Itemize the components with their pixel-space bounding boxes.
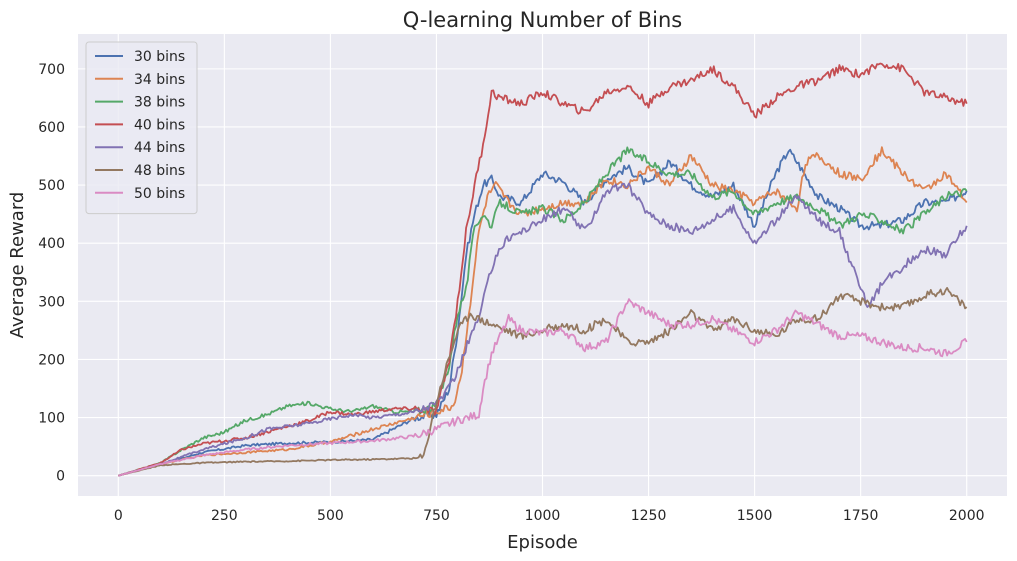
x-tick-label: 750 <box>423 508 450 524</box>
x-tick-label: 1500 <box>737 508 773 524</box>
y-tick-label: 200 <box>38 352 65 368</box>
y-tick-label: 100 <box>38 411 65 427</box>
series-line-34-bins <box>118 146 968 477</box>
legend-label: 44 bins <box>134 140 185 156</box>
series-line-38-bins <box>118 146 968 477</box>
x-tick-label: 1750 <box>843 508 879 524</box>
legend-label: 50 bins <box>134 186 185 202</box>
x-tick-label: 1250 <box>631 508 667 524</box>
series-lines <box>118 62 968 477</box>
y-axis-ticks: 0 100 200 300 400 500 600 700 <box>38 62 65 485</box>
series-line-30-bins <box>118 148 968 477</box>
x-tick-label: 250 <box>211 508 238 524</box>
y-tick-label: 400 <box>38 236 65 252</box>
y-axis-title: Average Reward <box>7 192 28 339</box>
grid <box>78 34 1007 496</box>
legend-label: 30 bins <box>134 49 185 65</box>
y-tick-label: 600 <box>38 120 65 136</box>
x-axis-title: Episode <box>507 532 578 553</box>
series-line-48-bins <box>118 287 968 477</box>
series-line-50-bins <box>118 298 968 477</box>
legend-label: 48 bins <box>134 163 185 179</box>
series-line-40-bins <box>118 62 968 477</box>
x-tick-label: 0 <box>114 508 123 524</box>
legend-label: 40 bins <box>134 117 185 133</box>
x-tick-label: 2000 <box>949 508 985 524</box>
x-tick-label: 500 <box>317 508 344 524</box>
legend-label: 38 bins <box>134 95 185 111</box>
y-tick-label: 700 <box>38 62 65 78</box>
x-tick-label: 1000 <box>525 508 561 524</box>
y-tick-label: 500 <box>38 178 65 194</box>
legend: 30 bins 34 bins 38 bins 40 bins 44 bins 48 bi… <box>85 41 198 215</box>
legend-label: 34 bins <box>134 72 185 88</box>
series-line-44-bins <box>118 182 968 477</box>
chart-title: Q-learning Number of Bins <box>403 8 682 32</box>
y-tick-label: 0 <box>56 469 65 485</box>
x-axis-ticks: 0 250 500 750 1000 1250 1500 1750 2000 <box>114 508 985 524</box>
y-tick-label: 300 <box>38 294 65 310</box>
